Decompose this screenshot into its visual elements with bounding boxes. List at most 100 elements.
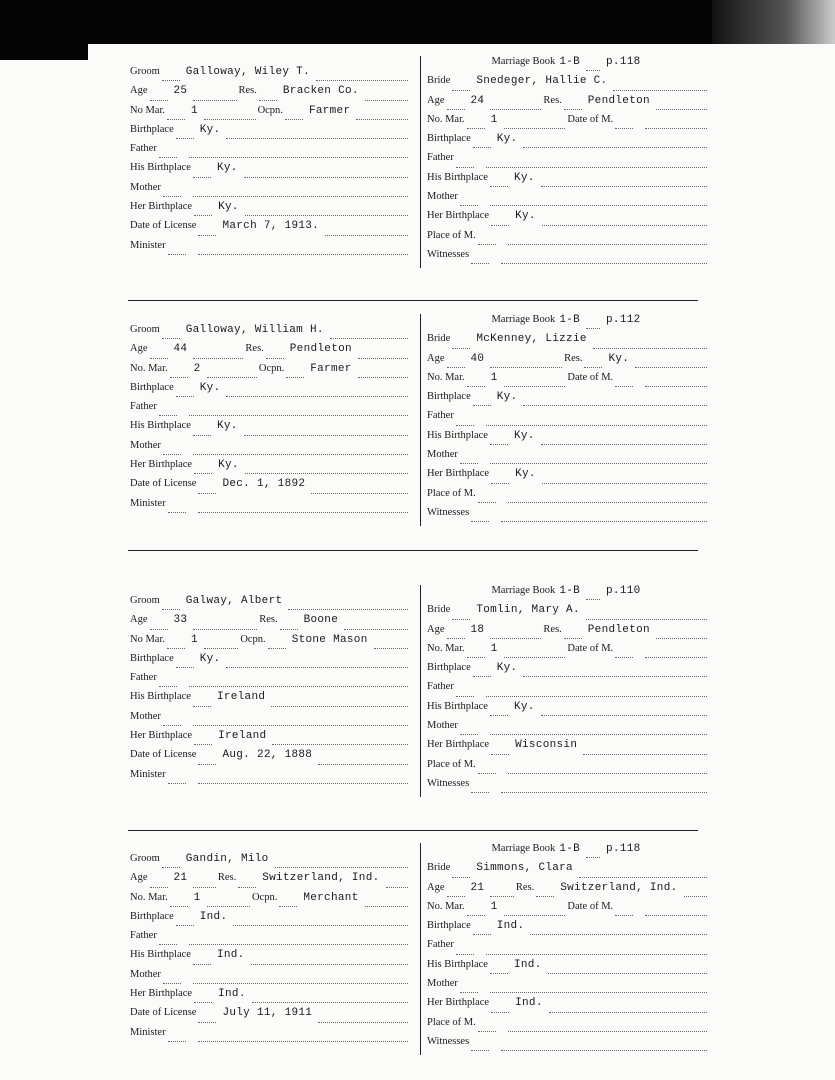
dotted-leader	[193, 99, 237, 101]
field-value: Ky.	[496, 662, 518, 675]
field-label: Father	[130, 401, 157, 413]
dotted-leader	[162, 983, 181, 985]
dotted-leader	[452, 89, 471, 91]
form-row: Father	[130, 930, 410, 949]
dotted-leader	[286, 376, 305, 378]
field-value: Ind.	[216, 949, 245, 962]
field-label: Place of M.	[427, 758, 476, 770]
dotted-leader	[267, 647, 286, 649]
bride-section: Marriage Book 1-B p.118 Bride Snedeger, Hall…	[420, 56, 709, 269]
field-value: Farmer	[308, 104, 351, 117]
dotted-leader	[158, 415, 177, 417]
form-row: Father	[427, 410, 709, 429]
form-row: Father	[130, 672, 410, 691]
field-value: 1	[490, 900, 498, 913]
dotted-leader	[364, 905, 408, 907]
dotted-leader	[279, 905, 298, 907]
dotted-leader	[540, 186, 707, 188]
field-label: Ocpn.	[240, 633, 266, 645]
dotted-leader	[586, 70, 601, 72]
form-row: His Birthplace Ky.	[427, 172, 709, 191]
field-value: Ky.	[513, 429, 535, 442]
form-row: Mother	[427, 978, 709, 997]
dotted-leader	[197, 511, 408, 513]
field-value: Ky.	[608, 352, 630, 365]
form-row: Place of M.	[427, 1017, 709, 1036]
field-label: Her Birthplace	[427, 997, 490, 1009]
groom-section: Groom Galloway, William H. Age 44 Res. Pendle…	[130, 324, 410, 517]
dotted-leader	[586, 599, 601, 601]
dotted-leader	[385, 886, 409, 888]
field-label: Father	[427, 939, 454, 951]
dotted-leader	[243, 434, 408, 436]
field-label: Her Birthplace	[427, 739, 490, 751]
field-label: Res.	[543, 94, 562, 106]
dotted-leader	[149, 357, 168, 359]
field-value: Ky.	[496, 391, 518, 404]
form-row: Bride Simmons, Clara	[427, 862, 709, 881]
field-label: Res.	[564, 352, 583, 364]
field-value: Dec. 1, 1892	[222, 478, 306, 491]
dotted-leader	[503, 128, 566, 130]
dotted-leader	[161, 338, 180, 340]
dotted-leader	[158, 157, 177, 159]
dotted-leader	[198, 1021, 217, 1023]
marriage-book-ref: Marriage Book 1-B p.110	[427, 585, 709, 604]
dotted-leader	[455, 424, 474, 426]
field-label: Age	[427, 881, 445, 893]
form-row: No Mar. 1 Ocpn. Stone Mason	[130, 634, 410, 653]
dotted-leader	[645, 128, 707, 130]
dotted-leader	[501, 792, 707, 794]
field-label: Father	[427, 410, 454, 422]
dotted-leader	[459, 463, 478, 465]
field-value: Ky.	[199, 381, 221, 394]
form-row: Her Birthplace Ireland	[130, 730, 410, 749]
form-row: No Mar. 1 Ocpn. Farmer	[130, 105, 410, 124]
field-value: Snedeger, Hallie C.	[476, 75, 608, 88]
marriage-book-ref: Marriage Book 1-B p.112	[427, 314, 709, 333]
dotted-leader	[194, 215, 213, 217]
dotted-leader	[356, 118, 409, 120]
dotted-leader	[243, 176, 408, 178]
dotted-leader	[548, 1011, 707, 1013]
field-value: Ind.	[199, 910, 228, 923]
field-value: 25	[173, 85, 188, 98]
book-label: Marriage Book	[491, 843, 556, 854]
dotted-leader	[491, 1011, 510, 1013]
field-label: Date of M.	[567, 371, 614, 383]
form-row: No. Mar. 1 Date of M.	[427, 372, 709, 391]
dotted-leader	[540, 715, 707, 717]
field-value: 2	[193, 362, 201, 375]
field-value: Ireland	[216, 691, 266, 704]
form-row: Groom Galloway, William H.	[130, 324, 410, 343]
form-row: Witnesses	[427, 507, 709, 526]
dotted-leader	[541, 482, 707, 484]
dotted-leader	[452, 876, 471, 878]
form-row: Her Birthplace Ky.	[427, 210, 709, 229]
groom-section: Groom Galloway, Wiley T. Age 25 Res. Bracken …	[130, 66, 410, 259]
field-value: Ky.	[216, 162, 238, 175]
dotted-leader	[489, 463, 707, 465]
dotted-leader	[149, 99, 168, 101]
form-row: Mother	[130, 440, 410, 459]
form-row: No. Mar. 1 Ocpn. Merchant	[130, 892, 410, 911]
dotted-leader	[503, 657, 566, 659]
field-value: 1	[490, 642, 498, 655]
dotted-leader	[279, 628, 298, 630]
dotted-leader	[472, 405, 491, 407]
dotted-leader	[329, 338, 408, 340]
field-value: 40	[470, 352, 485, 365]
dotted-leader	[490, 895, 514, 897]
field-value: Pendleton	[587, 623, 650, 636]
dotted-leader	[471, 521, 490, 523]
dotted-leader	[635, 366, 707, 368]
dotted-leader	[584, 366, 603, 368]
field-label: Birthplace	[427, 920, 471, 932]
dotted-leader	[192, 963, 211, 965]
dotted-leader	[206, 376, 257, 378]
dotted-leader	[459, 992, 478, 994]
field-value: Galway, Albert	[185, 595, 283, 607]
field-value: Galloway, Wiley T.	[185, 66, 310, 78]
dotted-leader	[485, 166, 707, 168]
form-row: Place of M.	[427, 230, 709, 249]
